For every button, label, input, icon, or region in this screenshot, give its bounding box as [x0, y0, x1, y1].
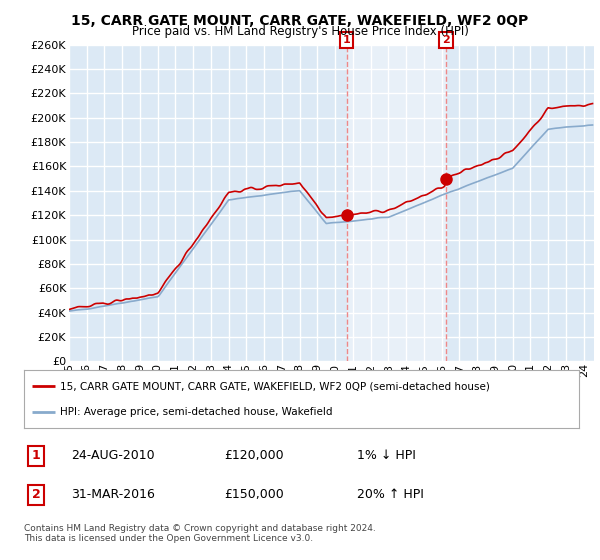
Text: 24-AUG-2010: 24-AUG-2010	[71, 449, 155, 462]
Text: 31-MAR-2016: 31-MAR-2016	[71, 488, 155, 501]
Bar	[347, 45, 446, 361]
Text: 1: 1	[343, 35, 350, 45]
Text: Price paid vs. HM Land Registry's House Price Index (HPI): Price paid vs. HM Land Registry's House …	[131, 25, 469, 38]
Text: 1% ↓ HPI: 1% ↓ HPI	[357, 449, 416, 462]
Text: 2: 2	[442, 35, 450, 45]
Text: £120,000: £120,000	[224, 449, 283, 462]
Text: 2: 2	[32, 488, 41, 501]
Text: 20% ↑ HPI: 20% ↑ HPI	[357, 488, 424, 501]
Text: HPI: Average price, semi-detached house, Wakefield: HPI: Average price, semi-detached house,…	[60, 407, 332, 417]
Text: 15, CARR GATE MOUNT, CARR GATE, WAKEFIELD, WF2 0QP (semi-detached house): 15, CARR GATE MOUNT, CARR GATE, WAKEFIEL…	[60, 381, 490, 391]
Text: Contains HM Land Registry data © Crown copyright and database right 2024.
This d: Contains HM Land Registry data © Crown c…	[24, 524, 376, 543]
Text: 1: 1	[32, 449, 41, 462]
Text: £150,000: £150,000	[224, 488, 284, 501]
Text: 15, CARR GATE MOUNT, CARR GATE, WAKEFIELD, WF2 0QP: 15, CARR GATE MOUNT, CARR GATE, WAKEFIEL…	[71, 14, 529, 28]
